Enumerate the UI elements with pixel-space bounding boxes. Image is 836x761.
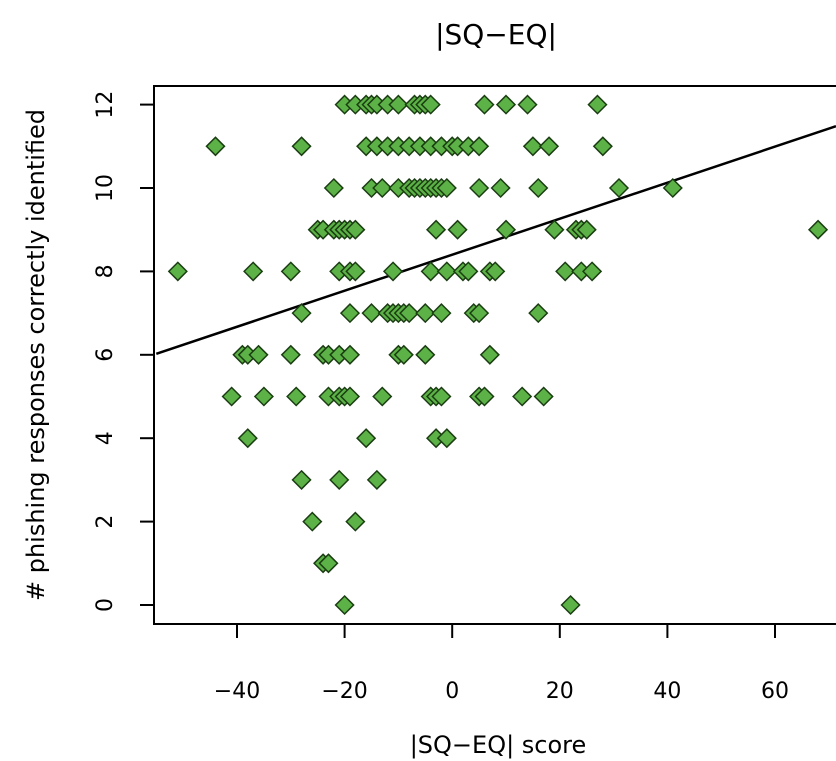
data-point — [334, 594, 355, 616]
data-point — [447, 219, 468, 240]
data-point — [382, 261, 404, 282]
data-point — [372, 386, 393, 407]
data-point — [431, 303, 452, 324]
data-point — [538, 136, 560, 157]
data-point — [361, 303, 382, 324]
data-point — [399, 303, 420, 324]
y-tick-label: 8 — [93, 264, 118, 278]
data-point — [576, 219, 597, 240]
data-point — [302, 511, 323, 532]
data-point — [221, 386, 242, 407]
data-point — [495, 94, 517, 115]
data-point — [512, 386, 533, 407]
data-point — [560, 594, 581, 616]
data-point — [807, 219, 829, 240]
y-axis: 0 2 4 6 8 10 12 — [93, 91, 154, 612]
data-point — [420, 261, 441, 282]
data-point — [291, 303, 312, 324]
data-point — [490, 177, 511, 199]
data-point — [415, 344, 436, 365]
data-point — [485, 261, 506, 282]
data-point — [479, 344, 500, 365]
data-point — [517, 94, 538, 115]
y-tick-label: 12 — [93, 91, 118, 119]
data-point — [356, 428, 377, 449]
data-point — [167, 261, 188, 282]
x-tick-label: −40 — [214, 679, 260, 704]
data-point — [469, 136, 490, 157]
data-point — [323, 177, 344, 199]
data-point — [248, 344, 269, 365]
data-point — [469, 177, 490, 199]
data-point — [366, 469, 387, 490]
y-axis-title: # phishing responses correctly identifie… — [22, 109, 50, 601]
data-point — [533, 386, 554, 407]
data-point — [345, 261, 366, 282]
data-point — [318, 553, 339, 574]
data-points-layer — [167, 94, 829, 616]
data-point — [582, 261, 603, 282]
data-point — [339, 386, 361, 407]
data-point — [205, 136, 226, 157]
data-point — [372, 177, 393, 199]
data-point — [253, 386, 274, 407]
data-point — [388, 94, 409, 115]
y-tick-label: 4 — [93, 431, 118, 445]
data-point — [592, 136, 613, 157]
data-point — [237, 428, 258, 449]
data-point — [436, 261, 457, 282]
y-tick-label: 10 — [93, 174, 118, 202]
data-point — [436, 177, 457, 199]
x-tick-label: 40 — [653, 679, 681, 704]
data-point — [345, 219, 366, 240]
x-axis: −40 −20 0 20 40 60 — [214, 624, 789, 704]
data-point — [555, 261, 576, 282]
x-tick-label: 20 — [546, 679, 574, 704]
x-tick-label: 60 — [761, 679, 789, 704]
trend-line — [155, 125, 836, 355]
x-tick-label: −20 — [321, 679, 367, 704]
data-point — [495, 219, 517, 240]
data-point — [339, 344, 361, 365]
data-point — [431, 386, 452, 407]
data-point — [662, 177, 683, 199]
data-point — [291, 136, 312, 157]
data-point — [280, 344, 301, 365]
data-point — [474, 94, 495, 115]
data-point — [608, 177, 630, 199]
data-point — [291, 469, 312, 490]
data-point — [458, 261, 479, 282]
data-point — [339, 303, 361, 324]
data-point — [425, 219, 447, 240]
data-point — [345, 511, 366, 532]
data-point — [420, 94, 441, 115]
data-point — [528, 303, 549, 324]
x-axis-title: |SQ−EQ| score — [410, 731, 587, 759]
data-point — [528, 177, 549, 199]
data-point — [474, 386, 495, 407]
y-tick-label: 0 — [93, 598, 118, 612]
chart-title: |SQ−EQ| — [435, 18, 557, 51]
data-point — [393, 344, 414, 365]
data-point — [329, 469, 350, 490]
data-point — [280, 261, 301, 282]
data-point — [415, 303, 436, 324]
data-point — [544, 219, 565, 240]
x-tick-label: 0 — [445, 679, 459, 704]
data-point — [286, 386, 307, 407]
data-point — [243, 261, 264, 282]
data-point — [587, 94, 608, 115]
y-tick-label: 2 — [93, 515, 118, 529]
data-point — [436, 428, 457, 449]
data-point — [469, 303, 490, 324]
trendline-layer — [155, 125, 836, 355]
data-point — [522, 136, 543, 157]
y-tick-label: 6 — [93, 348, 118, 362]
